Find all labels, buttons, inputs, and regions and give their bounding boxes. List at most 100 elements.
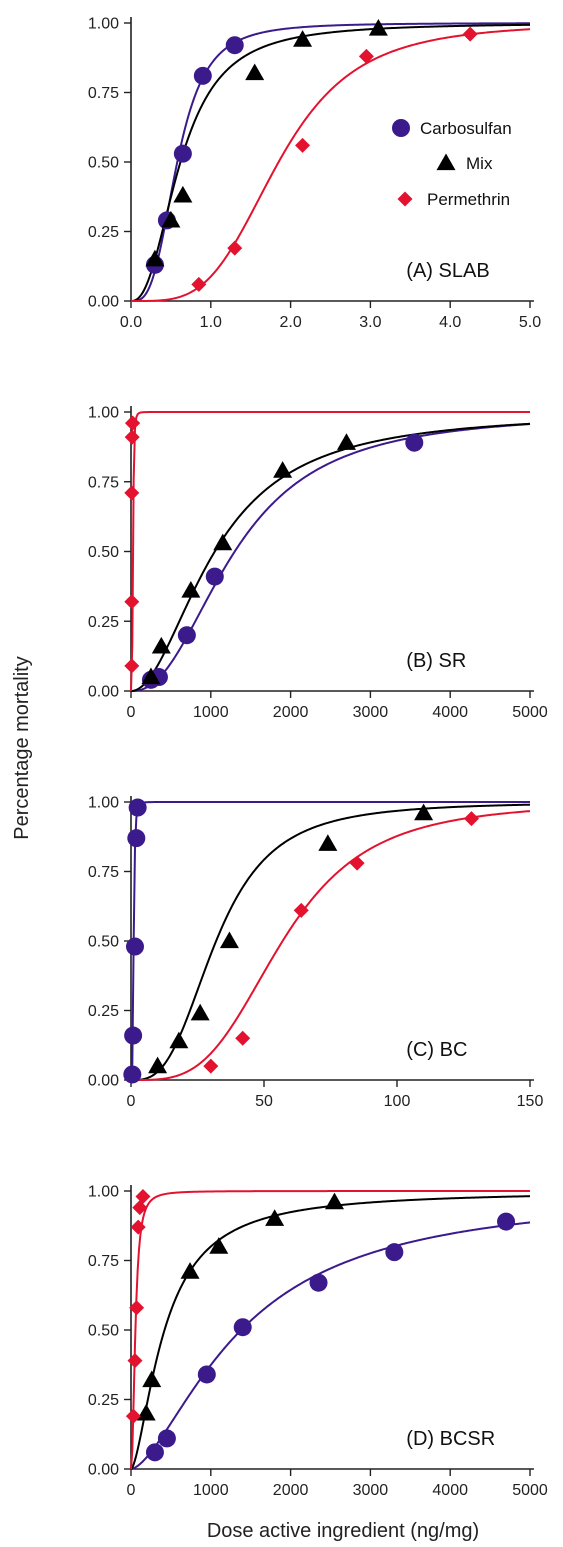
fit-curve-permethrin bbox=[131, 810, 531, 1081]
data-point-carbosulfan bbox=[197, 1365, 216, 1384]
data-point-carbosulfan bbox=[127, 829, 146, 848]
x-tick-label: 2.0 bbox=[279, 314, 301, 331]
y-tick-label: 0.25 bbox=[88, 1003, 119, 1020]
data-point-mix bbox=[141, 667, 161, 685]
data-point-carbosulfan bbox=[225, 36, 244, 55]
data-point-mix bbox=[414, 803, 434, 821]
data-point-permethrin bbox=[358, 48, 374, 64]
legend-label-mix: Mix bbox=[466, 154, 493, 173]
x-tick-label: 4.0 bbox=[439, 314, 461, 331]
legend-label-permethrin: Permethrin bbox=[427, 190, 510, 209]
panel-label: (D) BCSR bbox=[406, 1428, 495, 1450]
panel-d-bcsr: 0.00 0.25 0.50 0.75 1.00 0 1000 2000 3000 4000 500… bbox=[88, 1184, 548, 1500]
x-tick-label: 0 bbox=[127, 704, 136, 721]
data-point-permethrin bbox=[124, 594, 140, 610]
x-tick-label: 100 bbox=[384, 1093, 411, 1110]
data-point-carbosulfan bbox=[123, 1065, 142, 1084]
data-point-mix bbox=[336, 433, 356, 450]
panel-b-sr: 0.00 0.25 0.50 0.75 1.00 0 1000 2000 3000 4000 500… bbox=[88, 405, 548, 722]
y-axis-title: Percentage mortality bbox=[11, 656, 33, 839]
data-point-carbosulfan bbox=[233, 1318, 252, 1337]
data-point-mix bbox=[161, 210, 181, 228]
data-point-mix bbox=[219, 931, 239, 949]
data-point-mix bbox=[293, 30, 313, 47]
data-point-mix bbox=[142, 1370, 162, 1388]
legend-marker-carbosulfan bbox=[392, 119, 410, 137]
data-point-permethrin bbox=[203, 1058, 219, 1074]
data-point-permethrin bbox=[293, 902, 309, 918]
data-point-carbosulfan bbox=[125, 937, 144, 956]
fit-curve-carbosulfan bbox=[130, 801, 530, 1081]
legend: Carbosulfan Mix Permethrin bbox=[392, 119, 512, 209]
y-tick-label: 0.25 bbox=[88, 224, 119, 241]
data-point-carbosulfan bbox=[128, 798, 147, 817]
data-point-carbosulfan bbox=[177, 626, 196, 645]
x-tick-label: 0.0 bbox=[120, 314, 142, 331]
x-tick-label: 4000 bbox=[432, 704, 468, 721]
legend-label-carbosulfan: Carbosulfan bbox=[420, 119, 512, 138]
data-point-mix bbox=[273, 461, 293, 478]
data-point-permethrin bbox=[191, 276, 207, 292]
legend-marker-permethrin bbox=[397, 191, 413, 207]
y-tick-label: 0.50 bbox=[88, 934, 119, 951]
panel-label: (B) SR bbox=[406, 650, 466, 672]
data-point-mix bbox=[148, 1056, 168, 1074]
x-tick-label: 3000 bbox=[353, 1482, 389, 1499]
data-point-mix bbox=[151, 636, 171, 654]
data-point-permethrin bbox=[295, 137, 311, 153]
data-point-carbosulfan bbox=[385, 1243, 404, 1262]
panel-label: (C) BC bbox=[406, 1039, 467, 1061]
y-tick-label: 0.75 bbox=[88, 85, 119, 102]
data-point-carbosulfan bbox=[173, 144, 192, 163]
data-point-mix bbox=[136, 1403, 156, 1421]
data-point-carbosulfan bbox=[205, 567, 224, 586]
data-point-carbosulfan bbox=[193, 66, 212, 85]
y-tick-label: 0.00 bbox=[88, 1462, 119, 1479]
y-tick-label: 0.25 bbox=[88, 1392, 119, 1409]
y-tick-label: 0.00 bbox=[88, 1073, 119, 1090]
data-point-mix bbox=[145, 249, 165, 267]
data-point-permethrin bbox=[124, 429, 140, 445]
fit-curve-mix bbox=[130, 422, 531, 692]
x-tick-label: 1000 bbox=[193, 1482, 229, 1499]
data-point-permethrin bbox=[125, 1408, 141, 1424]
x-tick-label: 2000 bbox=[273, 1482, 309, 1499]
x-tick-label: 5.0 bbox=[519, 314, 541, 331]
x-tick-label: 5000 bbox=[512, 1482, 548, 1499]
fit-curve-mix bbox=[131, 803, 531, 1081]
y-tick-label: 1.00 bbox=[88, 795, 119, 812]
data-point-mix bbox=[181, 581, 201, 598]
x-tick-label: 150 bbox=[517, 1093, 544, 1110]
data-point-permethrin bbox=[235, 1030, 251, 1046]
data-point-carbosulfan bbox=[497, 1212, 516, 1231]
data-point-permethrin bbox=[349, 855, 365, 871]
x-axis-title: Dose active ingredient (ng/mg) bbox=[207, 1520, 479, 1542]
data-point-mix bbox=[173, 185, 193, 203]
x-tick-label: 1.0 bbox=[200, 314, 222, 331]
y-tick-label: 0.75 bbox=[88, 1253, 119, 1270]
y-tick-label: 0.00 bbox=[88, 684, 119, 701]
x-tick-label: 5000 bbox=[512, 704, 548, 721]
panel-c-bc: 0.00 0.25 0.50 0.75 1.00 0 50 100 150 (C) BC bbox=[88, 795, 544, 1111]
fit-curve-permethrin bbox=[130, 411, 530, 692]
x-tick-label: 3.0 bbox=[359, 314, 381, 331]
x-tick-label: 4000 bbox=[432, 1482, 468, 1499]
x-tick-label: 0 bbox=[127, 1482, 136, 1499]
data-point-mix bbox=[324, 1192, 344, 1210]
x-tick-label: 3000 bbox=[353, 704, 389, 721]
y-tick-label: 0.25 bbox=[88, 614, 119, 631]
data-point-mix bbox=[169, 1031, 189, 1049]
data-point-mix bbox=[265, 1209, 285, 1226]
fit-curve-carbosulfan bbox=[130, 423, 531, 692]
data-point-mix bbox=[318, 834, 338, 851]
data-point-mix bbox=[245, 63, 265, 81]
x-tick-label: 1000 bbox=[193, 704, 229, 721]
data-point-mix bbox=[190, 1003, 210, 1021]
fit-curve-mix bbox=[130, 23, 531, 302]
data-point-permethrin bbox=[227, 240, 243, 256]
data-point-mix bbox=[209, 1237, 229, 1254]
data-point-permethrin bbox=[127, 1353, 143, 1369]
data-point-carbosulfan bbox=[145, 1443, 164, 1462]
y-tick-label: 0.50 bbox=[88, 544, 119, 561]
